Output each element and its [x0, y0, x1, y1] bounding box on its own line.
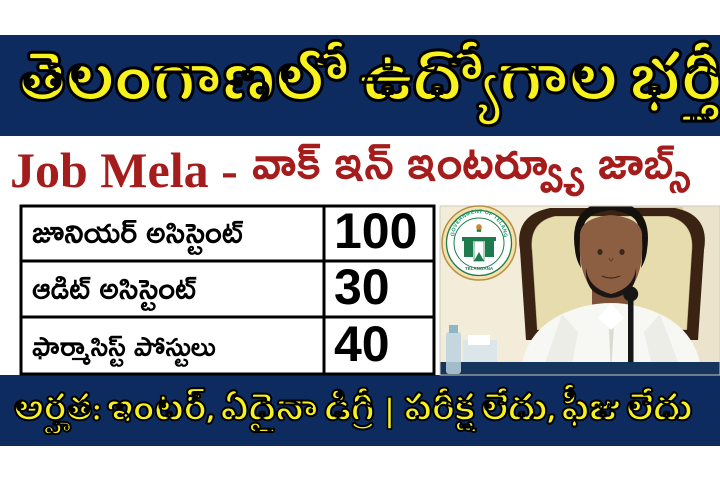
svg-text:TELANGANA: TELANGANA: [465, 266, 494, 271]
svg-text:100: 100: [334, 203, 417, 259]
svg-text:40: 40: [334, 316, 390, 372]
svg-text:30: 30: [334, 259, 390, 315]
